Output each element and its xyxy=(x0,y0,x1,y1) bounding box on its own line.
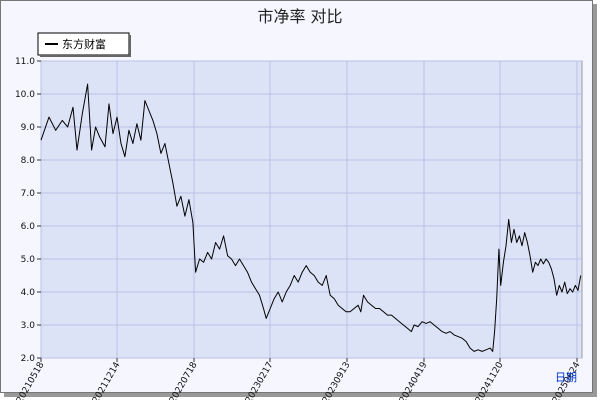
y-axis-ticks: 2.0 3.0 4.0 5.0 6.0 7.0 8.0 9.0 10.0 11.0 xyxy=(15,57,41,364)
x-axis-ticks: 20210518 20211214 20220718 20230217 20230913… xyxy=(15,358,583,400)
grid-lines xyxy=(40,60,582,359)
series-line-0 xyxy=(40,83,582,352)
x-tick-label: 20241120 xyxy=(474,360,506,400)
y-tick-label: 3.0 xyxy=(21,321,36,331)
legend-shadow-bottom xyxy=(40,55,131,57)
chart-title: 市净率 对比 xyxy=(257,7,342,26)
x-tick-label: 20210518 xyxy=(15,360,47,400)
y-tick-label: 9.0 xyxy=(21,123,36,133)
legend: 东方财富 xyxy=(37,32,131,57)
y-tick-label: 7.0 xyxy=(21,189,36,199)
x-tick-label: 20240419 xyxy=(398,360,430,400)
x-tick-label: 20230913 xyxy=(321,361,353,400)
x-tick-label: 20230217 xyxy=(244,361,276,400)
y-tick-label: 11.0 xyxy=(15,57,35,67)
y-tick-label: 2.0 xyxy=(21,354,36,364)
plot-area xyxy=(40,60,583,359)
legend-label: 东方财富 xyxy=(62,37,106,51)
y-tick-label: 10.0 xyxy=(15,90,35,100)
y-tick-label: 8.0 xyxy=(21,156,36,166)
legend-shadow-right xyxy=(129,35,131,57)
x-axis-label: 日期 xyxy=(555,371,577,384)
y-tick-label: 6.0 xyxy=(21,222,36,232)
x-tick-label: 20220718 xyxy=(168,360,200,400)
x-tick-label: 20211214 xyxy=(91,360,123,400)
y-tick-label: 5.0 xyxy=(21,255,36,265)
series-layer xyxy=(40,83,582,352)
y-tick-label: 4.0 xyxy=(21,288,36,298)
